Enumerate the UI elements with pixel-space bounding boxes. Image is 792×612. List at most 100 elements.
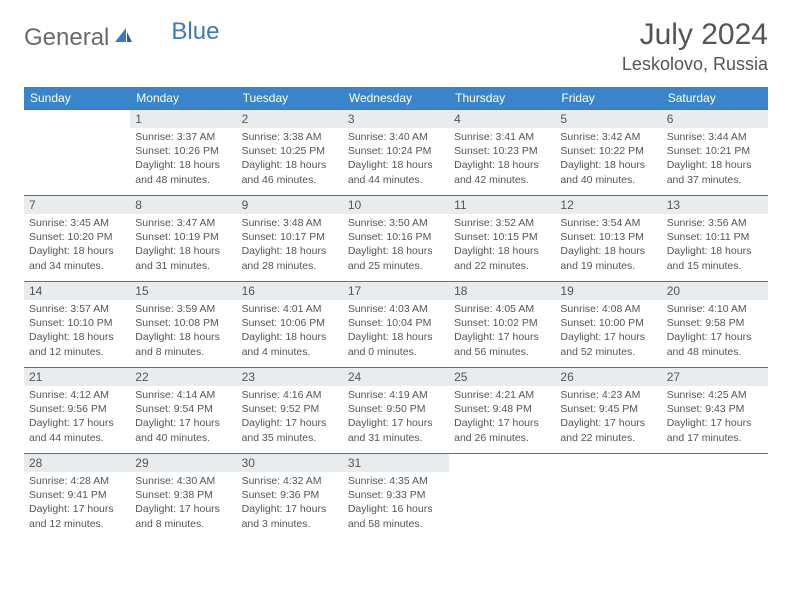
calendar-cell: 9Sunrise: 3:48 AMSunset: 10:17 PMDayligh… — [237, 196, 343, 282]
day-details: Sunrise: 3:45 AMSunset: 10:20 PMDaylight… — [24, 214, 130, 277]
weekday-header: Sunday — [24, 87, 130, 110]
header: General Blue July 2024 Leskolovo, Russia — [24, 18, 768, 75]
weekday-header: Saturday — [662, 87, 768, 110]
day-details: Sunrise: 3:47 AMSunset: 10:19 PMDaylight… — [130, 214, 236, 277]
day-number: 22 — [130, 368, 236, 386]
calendar-row: 14Sunrise: 3:57 AMSunset: 10:10 PMDaylig… — [24, 282, 768, 368]
calendar-row: 21Sunrise: 4:12 AMSunset: 9:56 PMDayligh… — [24, 368, 768, 454]
day-details: Sunrise: 4:19 AMSunset: 9:50 PMDaylight:… — [343, 386, 449, 449]
day-details: Sunrise: 3:44 AMSunset: 10:21 PMDaylight… — [662, 128, 768, 191]
day-number: 2 — [237, 110, 343, 128]
calendar-cell: 12Sunrise: 3:54 AMSunset: 10:13 PMDaylig… — [555, 196, 661, 282]
day-number: 19 — [555, 282, 661, 300]
brand-part2: Blue — [171, 18, 219, 46]
calendar-cell — [24, 110, 130, 196]
day-details: Sunrise: 3:54 AMSunset: 10:13 PMDaylight… — [555, 214, 661, 277]
day-number — [449, 454, 555, 472]
weekday-header: Tuesday — [237, 87, 343, 110]
day-number: 1 — [130, 110, 236, 128]
calendar-cell: 23Sunrise: 4:16 AMSunset: 9:52 PMDayligh… — [237, 368, 343, 454]
calendar-cell: 8Sunrise: 3:47 AMSunset: 10:19 PMDayligh… — [130, 196, 236, 282]
calendar-cell: 31Sunrise: 4:35 AMSunset: 9:33 PMDayligh… — [343, 454, 449, 540]
day-number: 24 — [343, 368, 449, 386]
calendar-cell: 29Sunrise: 4:30 AMSunset: 9:38 PMDayligh… — [130, 454, 236, 540]
day-details: Sunrise: 4:03 AMSunset: 10:04 PMDaylight… — [343, 300, 449, 363]
day-details: Sunrise: 4:28 AMSunset: 9:41 PMDaylight:… — [24, 472, 130, 535]
calendar-cell: 20Sunrise: 4:10 AMSunset: 9:58 PMDayligh… — [662, 282, 768, 368]
day-number: 13 — [662, 196, 768, 214]
day-details: Sunrise: 3:56 AMSunset: 10:11 PMDaylight… — [662, 214, 768, 277]
calendar-cell: 27Sunrise: 4:25 AMSunset: 9:43 PMDayligh… — [662, 368, 768, 454]
calendar-cell: 16Sunrise: 4:01 AMSunset: 10:06 PMDaylig… — [237, 282, 343, 368]
day-number: 6 — [662, 110, 768, 128]
day-details: Sunrise: 3:50 AMSunset: 10:16 PMDaylight… — [343, 214, 449, 277]
day-details: Sunrise: 4:16 AMSunset: 9:52 PMDaylight:… — [237, 386, 343, 449]
calendar-cell: 3Sunrise: 3:40 AMSunset: 10:24 PMDayligh… — [343, 110, 449, 196]
calendar-cell: 30Sunrise: 4:32 AMSunset: 9:36 PMDayligh… — [237, 454, 343, 540]
day-details: Sunrise: 3:57 AMSunset: 10:10 PMDaylight… — [24, 300, 130, 363]
calendar-row: 28Sunrise: 4:28 AMSunset: 9:41 PMDayligh… — [24, 454, 768, 540]
day-number: 30 — [237, 454, 343, 472]
calendar-cell: 28Sunrise: 4:28 AMSunset: 9:41 PMDayligh… — [24, 454, 130, 540]
day-number: 23 — [237, 368, 343, 386]
calendar-cell: 15Sunrise: 3:59 AMSunset: 10:08 PMDaylig… — [130, 282, 236, 368]
day-number: 9 — [237, 196, 343, 214]
day-details: Sunrise: 4:25 AMSunset: 9:43 PMDaylight:… — [662, 386, 768, 449]
calendar-cell: 19Sunrise: 4:08 AMSunset: 10:00 PMDaylig… — [555, 282, 661, 368]
weekday-header: Friday — [555, 87, 661, 110]
day-details: Sunrise: 3:59 AMSunset: 10:08 PMDaylight… — [130, 300, 236, 363]
calendar-cell: 11Sunrise: 3:52 AMSunset: 10:15 PMDaylig… — [449, 196, 555, 282]
calendar-cell: 24Sunrise: 4:19 AMSunset: 9:50 PMDayligh… — [343, 368, 449, 454]
brand-sail-icon — [113, 26, 133, 51]
day-number: 5 — [555, 110, 661, 128]
calendar-cell — [555, 454, 661, 540]
day-number: 27 — [662, 368, 768, 386]
day-number: 8 — [130, 196, 236, 214]
calendar-cell: 22Sunrise: 4:14 AMSunset: 9:54 PMDayligh… — [130, 368, 236, 454]
calendar-table: SundayMondayTuesdayWednesdayThursdayFrid… — [24, 87, 768, 540]
day-number: 4 — [449, 110, 555, 128]
day-number — [555, 454, 661, 472]
day-number — [662, 454, 768, 472]
calendar-cell: 17Sunrise: 4:03 AMSunset: 10:04 PMDaylig… — [343, 282, 449, 368]
calendar-row: 7Sunrise: 3:45 AMSunset: 10:20 PMDayligh… — [24, 196, 768, 282]
day-details: Sunrise: 4:01 AMSunset: 10:06 PMDaylight… — [237, 300, 343, 363]
calendar-head: SundayMondayTuesdayWednesdayThursdayFrid… — [24, 87, 768, 110]
day-details: Sunrise: 4:10 AMSunset: 9:58 PMDaylight:… — [662, 300, 768, 363]
day-details: Sunrise: 3:38 AMSunset: 10:25 PMDaylight… — [237, 128, 343, 191]
calendar-cell: 21Sunrise: 4:12 AMSunset: 9:56 PMDayligh… — [24, 368, 130, 454]
calendar-row: 1Sunrise: 3:37 AMSunset: 10:26 PMDayligh… — [24, 110, 768, 196]
day-details: Sunrise: 4:23 AMSunset: 9:45 PMDaylight:… — [555, 386, 661, 449]
day-details: Sunrise: 4:32 AMSunset: 9:36 PMDaylight:… — [237, 472, 343, 535]
day-details: Sunrise: 4:05 AMSunset: 10:02 PMDaylight… — [449, 300, 555, 363]
day-details: Sunrise: 3:37 AMSunset: 10:26 PMDaylight… — [130, 128, 236, 191]
day-details: Sunrise: 4:14 AMSunset: 9:54 PMDaylight:… — [130, 386, 236, 449]
day-details: Sunrise: 4:35 AMSunset: 9:33 PMDaylight:… — [343, 472, 449, 535]
calendar-cell: 14Sunrise: 3:57 AMSunset: 10:10 PMDaylig… — [24, 282, 130, 368]
day-details: Sunrise: 3:40 AMSunset: 10:24 PMDaylight… — [343, 128, 449, 191]
calendar-body: 1Sunrise: 3:37 AMSunset: 10:26 PMDayligh… — [24, 110, 768, 540]
day-number: 16 — [237, 282, 343, 300]
day-number — [24, 110, 130, 128]
day-number: 20 — [662, 282, 768, 300]
day-details: Sunrise: 4:30 AMSunset: 9:38 PMDaylight:… — [130, 472, 236, 535]
month-title: July 2024 — [622, 18, 768, 52]
calendar-cell: 10Sunrise: 3:50 AMSunset: 10:16 PMDaylig… — [343, 196, 449, 282]
day-number: 10 — [343, 196, 449, 214]
day-number: 28 — [24, 454, 130, 472]
brand-logo: General Blue — [24, 24, 219, 52]
day-details: Sunrise: 3:52 AMSunset: 10:15 PMDaylight… — [449, 214, 555, 277]
calendar-cell: 25Sunrise: 4:21 AMSunset: 9:48 PMDayligh… — [449, 368, 555, 454]
day-number: 12 — [555, 196, 661, 214]
day-details: Sunrise: 3:42 AMSunset: 10:22 PMDaylight… — [555, 128, 661, 191]
day-number: 15 — [130, 282, 236, 300]
day-number: 17 — [343, 282, 449, 300]
calendar-cell: 1Sunrise: 3:37 AMSunset: 10:26 PMDayligh… — [130, 110, 236, 196]
day-number: 7 — [24, 196, 130, 214]
weekday-header: Thursday — [449, 87, 555, 110]
day-number: 26 — [555, 368, 661, 386]
weekday-header: Wednesday — [343, 87, 449, 110]
day-number: 11 — [449, 196, 555, 214]
day-number: 18 — [449, 282, 555, 300]
brand-part1: General — [24, 24, 109, 52]
